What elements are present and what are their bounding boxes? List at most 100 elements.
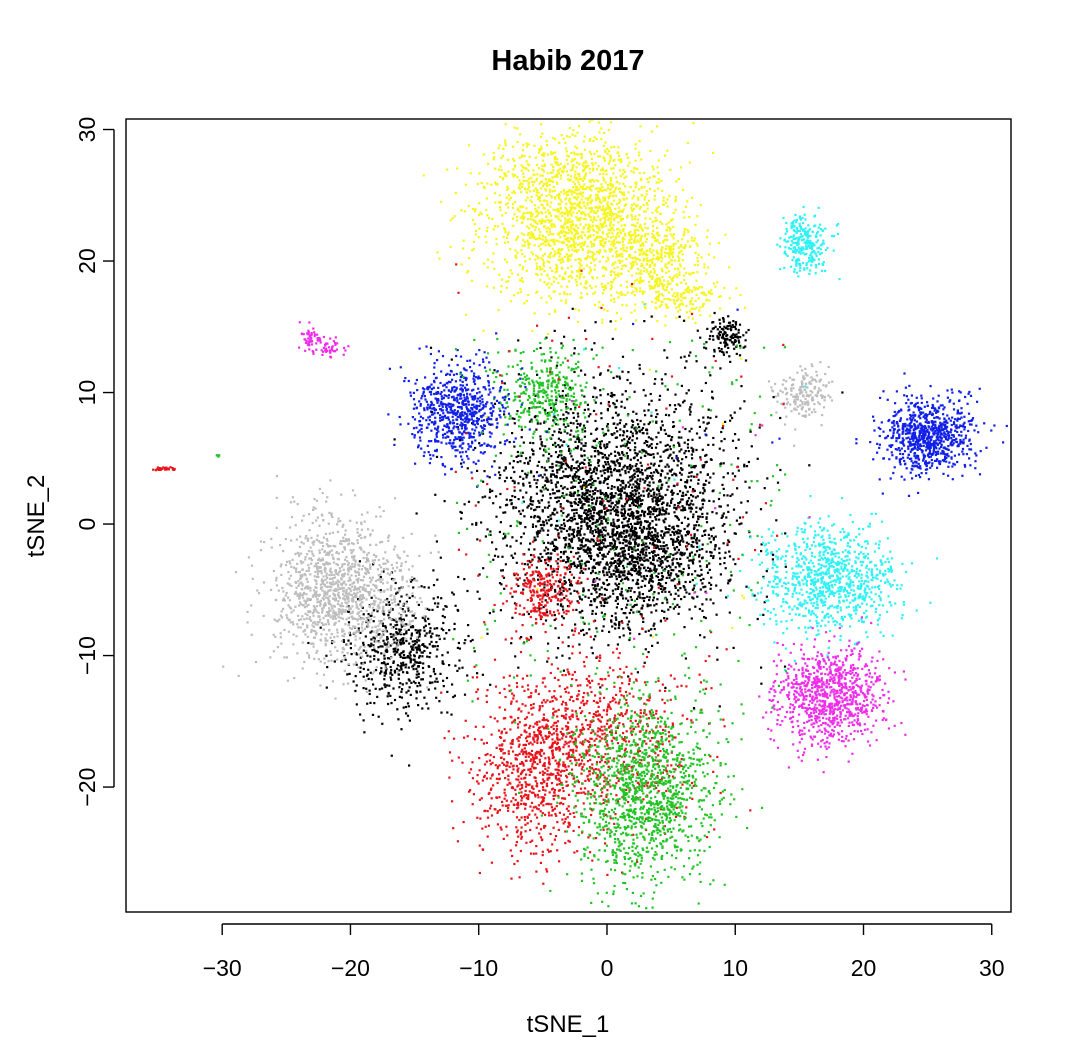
data-point xyxy=(574,258,577,261)
data-point xyxy=(500,156,503,160)
data-point xyxy=(677,246,680,249)
data-point xyxy=(604,513,607,516)
data-point xyxy=(501,222,504,225)
data-point xyxy=(482,329,485,332)
data-point xyxy=(664,444,667,447)
data-point xyxy=(651,275,654,278)
data-point xyxy=(629,537,632,540)
data-point xyxy=(513,213,516,216)
data-point xyxy=(710,289,713,292)
data-point xyxy=(617,272,620,275)
data-point xyxy=(618,187,621,190)
data-point xyxy=(530,195,533,198)
data-point xyxy=(557,202,560,206)
data-point xyxy=(480,181,483,185)
data-point xyxy=(464,183,467,186)
data-point xyxy=(541,235,545,238)
data-point xyxy=(634,181,637,184)
data-point xyxy=(517,207,520,210)
data-point xyxy=(556,568,559,571)
data-point xyxy=(535,210,538,213)
data-point xyxy=(521,185,524,189)
data-point xyxy=(552,290,555,293)
data-point xyxy=(592,470,595,473)
data-point xyxy=(530,515,533,519)
data-point xyxy=(567,645,570,648)
data-point xyxy=(579,547,582,550)
data-point xyxy=(599,189,602,192)
data-point xyxy=(567,246,570,249)
data-point xyxy=(607,217,611,220)
data-point xyxy=(740,385,743,388)
data-point xyxy=(544,219,547,222)
data-point xyxy=(676,530,679,533)
data-point xyxy=(583,545,586,548)
data-point xyxy=(695,293,698,296)
data-point xyxy=(591,254,594,257)
data-point xyxy=(493,554,497,557)
data-point xyxy=(688,552,692,555)
data-point xyxy=(629,498,632,501)
data-point xyxy=(687,316,690,319)
data-point xyxy=(684,282,688,285)
data-point xyxy=(541,527,544,530)
data-point xyxy=(587,461,590,465)
data-point xyxy=(646,270,649,273)
data-point xyxy=(566,499,569,502)
data-point xyxy=(657,564,660,567)
data-point xyxy=(603,157,606,160)
data-point xyxy=(524,188,527,191)
data-point xyxy=(560,461,563,464)
data-point xyxy=(644,554,647,557)
data-point xyxy=(528,242,531,245)
data-point xyxy=(676,284,679,287)
data-point xyxy=(666,149,669,152)
data-point xyxy=(583,177,586,180)
data-point xyxy=(589,520,592,523)
data-point xyxy=(520,164,523,167)
data-point xyxy=(629,491,632,495)
data-point xyxy=(766,477,769,480)
data-point xyxy=(633,526,637,530)
data-point xyxy=(615,311,618,315)
data-point xyxy=(541,555,544,559)
data-point xyxy=(604,237,607,240)
data-point xyxy=(573,508,576,511)
data-point xyxy=(519,542,522,545)
data-point xyxy=(672,225,675,229)
data-point xyxy=(544,599,547,602)
data-point xyxy=(619,253,622,256)
data-point xyxy=(626,562,629,565)
data-point xyxy=(587,213,590,216)
data-point xyxy=(627,446,630,450)
data-point xyxy=(592,395,595,398)
data-point xyxy=(683,441,686,444)
data-point xyxy=(624,553,627,556)
data-point xyxy=(549,180,552,183)
data-point xyxy=(626,156,629,159)
data-point xyxy=(698,309,701,312)
data-point xyxy=(660,420,664,423)
data-point xyxy=(539,265,542,268)
data-point xyxy=(625,246,628,249)
data-point xyxy=(539,552,542,556)
data-point xyxy=(486,226,489,229)
data-point xyxy=(656,488,659,491)
data-point xyxy=(553,196,557,199)
data-point xyxy=(579,516,582,519)
data-point xyxy=(564,457,567,460)
data-point xyxy=(589,211,592,214)
data-point xyxy=(575,471,578,474)
data-point xyxy=(663,429,666,432)
data-point xyxy=(613,242,616,245)
data-point xyxy=(502,236,505,239)
data-point xyxy=(502,576,506,579)
data-point xyxy=(661,601,664,605)
data-point xyxy=(537,499,540,503)
data-point xyxy=(667,306,670,309)
data-point xyxy=(549,171,552,174)
data-point xyxy=(593,342,596,345)
data-point xyxy=(636,518,639,521)
data-point xyxy=(639,223,642,227)
data-point xyxy=(547,515,550,519)
